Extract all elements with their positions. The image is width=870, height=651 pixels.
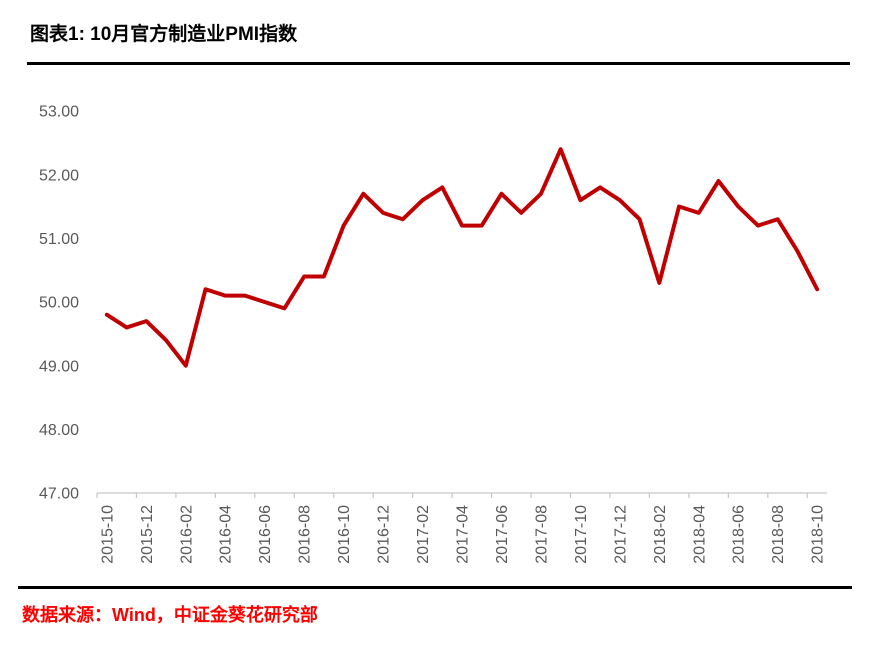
x-axis-label: 2017-12 bbox=[612, 505, 629, 564]
x-axis-label: 2017-06 bbox=[494, 505, 511, 564]
x-axis-label: 2018-10 bbox=[810, 505, 827, 564]
y-axis-label: 53.00 bbox=[39, 104, 79, 121]
y-axis-label: 51.00 bbox=[39, 231, 79, 248]
x-axis-label: 2016-06 bbox=[257, 505, 274, 564]
data-source: 数据来源：Wind，中证金葵花研究部 bbox=[22, 605, 318, 625]
x-axis-label: 2016-10 bbox=[336, 505, 353, 564]
x-axis-label: 2017-02 bbox=[415, 505, 432, 564]
footer-divider bbox=[18, 586, 852, 589]
pmi-series-line bbox=[104, 147, 820, 368]
x-axis-label: 2015-12 bbox=[139, 505, 156, 564]
y-axis-label: 47.00 bbox=[39, 486, 79, 503]
x-axis-label: 2018-08 bbox=[770, 505, 787, 564]
x-axis-label: 2018-02 bbox=[652, 505, 669, 564]
x-axis-label: 2016-04 bbox=[218, 505, 235, 564]
chart-title: 图表1: 10月官方制造业PMI指数 bbox=[30, 24, 298, 45]
x-axis-label: 2016-12 bbox=[376, 505, 393, 564]
y-axis-label: 50.00 bbox=[39, 295, 79, 312]
x-axis-label: 2017-10 bbox=[573, 505, 590, 564]
y-axis-label: 52.00 bbox=[39, 167, 79, 184]
x-axis-label: 2017-08 bbox=[533, 505, 550, 564]
y-axis-label: 49.00 bbox=[39, 358, 79, 375]
x-axis-label: 2017-04 bbox=[455, 505, 472, 564]
y-axis-label: 48.00 bbox=[39, 422, 79, 439]
x-axis-label: 2018-04 bbox=[691, 505, 708, 564]
x-axis-label: 2016-02 bbox=[178, 505, 195, 564]
title-divider bbox=[27, 62, 850, 65]
x-axis-label: 2015-10 bbox=[99, 505, 116, 564]
pmi-line-chart: 47.00 48.00 49.00 50.00 51.00 52.00 53.00 2015-… bbox=[39, 104, 827, 564]
x-axis-label: 2016-08 bbox=[297, 505, 314, 564]
x-axis-label: 2018-06 bbox=[731, 505, 748, 564]
